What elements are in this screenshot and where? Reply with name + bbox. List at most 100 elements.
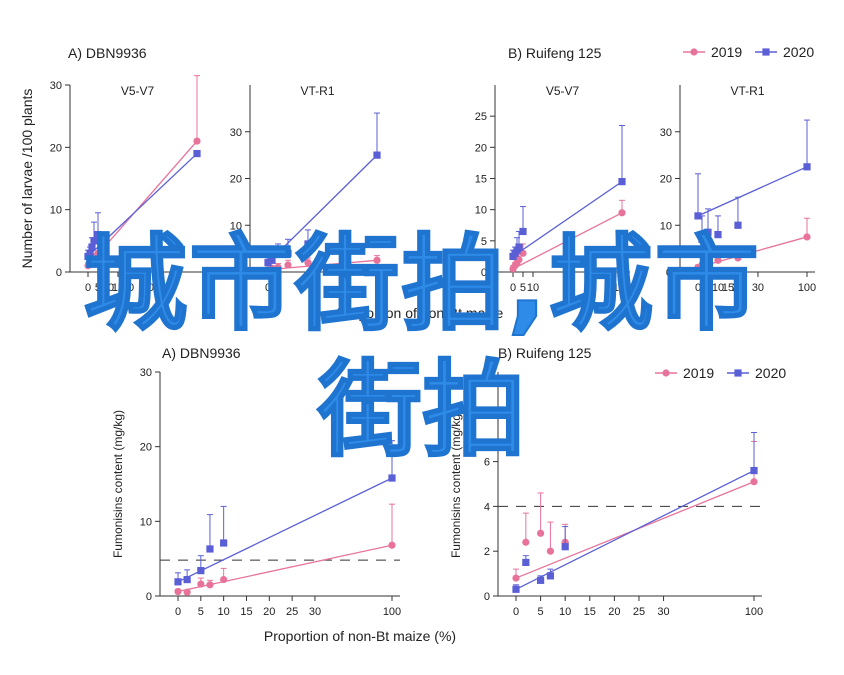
y-tick-label: 25 xyxy=(475,111,487,123)
panel-label: B) Ruifeng 125 xyxy=(508,45,602,61)
legend-label: 2019 xyxy=(683,365,714,381)
series-2020 xyxy=(509,125,626,261)
series-2019 xyxy=(84,75,201,270)
x-tick-label: 15 xyxy=(722,282,734,294)
panel-title: VT-R1 xyxy=(730,84,764,98)
x-tick-label: 25 xyxy=(633,606,645,618)
data-point xyxy=(373,151,381,159)
series-2019 xyxy=(512,440,758,582)
data-point xyxy=(522,538,530,546)
x-axis-label: Proportion of non-Bt maize (%) xyxy=(264,628,456,644)
x-tick-label: 5 xyxy=(538,606,544,618)
panel-label: A) DBN9936 xyxy=(68,45,147,61)
y-tick-label: 10 xyxy=(230,220,242,232)
x-axis-label: Proportion of non-Bt maize xyxy=(337,305,504,321)
x-tick-label: 10 xyxy=(712,282,724,294)
data-point xyxy=(734,254,742,262)
y-tick-label: 0 xyxy=(146,591,152,603)
x-tick-label: 10 xyxy=(218,606,230,618)
x-tick-label: 25 xyxy=(286,606,298,618)
trend-line xyxy=(515,469,755,590)
x-tick-label: 100 xyxy=(798,282,816,294)
chart-panel-6: B) Ruifeng 125 0 2 4 6 0 5 10 15 20 25 30 100 Fumonis… xyxy=(449,345,786,618)
data-point xyxy=(94,249,102,257)
panel-title: VT-R1 xyxy=(300,84,334,98)
data-point xyxy=(803,233,811,241)
y-tick-label: 0 xyxy=(481,267,487,279)
x-tick-label: 30 xyxy=(142,282,154,294)
legend-label: 2020 xyxy=(783,44,814,60)
x-tick-label: 100 xyxy=(613,282,631,294)
data-point xyxy=(803,163,811,171)
series-2019 xyxy=(694,217,811,271)
data-point xyxy=(734,221,742,229)
x-tick-label: 0 xyxy=(695,282,701,294)
x-tick-label: 15 xyxy=(240,606,252,618)
x-tick-label: 20 xyxy=(122,282,134,294)
legend-marker xyxy=(762,48,770,56)
legend-marker xyxy=(734,369,742,377)
data-point xyxy=(268,256,276,264)
data-point xyxy=(512,585,520,593)
data-point xyxy=(546,572,555,580)
data-point xyxy=(373,256,381,264)
y-tick-label: 0 xyxy=(236,267,242,279)
x-tick-label: 20 xyxy=(263,606,275,618)
data-point xyxy=(193,149,201,158)
data-point xyxy=(694,212,702,220)
x-tick-label: 100 xyxy=(383,606,401,618)
y-tick-label: 20 xyxy=(660,174,672,186)
data-point xyxy=(90,255,98,264)
y-tick-label: 20 xyxy=(140,442,152,454)
x-tick-label: 100 xyxy=(745,606,763,618)
y-tick-label: 15 xyxy=(475,174,487,186)
x-tick-label: 0 xyxy=(513,606,519,618)
trend-line xyxy=(177,544,393,593)
data-point xyxy=(388,474,396,482)
y-tick-label: 30 xyxy=(230,127,242,139)
series-2019 xyxy=(174,503,396,596)
data-point xyxy=(536,576,545,584)
data-point xyxy=(714,231,722,239)
x-tick-label: 0 xyxy=(175,606,181,618)
data-point xyxy=(284,261,292,269)
trend-line xyxy=(87,153,198,257)
y-tick-label: 20 xyxy=(50,142,62,154)
data-point xyxy=(512,574,520,582)
legend-label: 2019 xyxy=(711,44,742,60)
y-tick-label: 20 xyxy=(230,174,242,186)
data-point xyxy=(206,581,214,589)
series-2020 xyxy=(694,119,811,243)
data-point xyxy=(90,237,98,245)
series-2020 xyxy=(84,149,201,261)
data-point xyxy=(183,588,191,596)
y-tick-label: 20 xyxy=(475,142,487,154)
y-tick-label: 2 xyxy=(484,546,490,558)
trend-line xyxy=(177,477,393,583)
data-point xyxy=(174,578,182,586)
data-point xyxy=(750,466,758,475)
panel-title: V5-V7 xyxy=(121,84,155,98)
data-point xyxy=(197,580,205,588)
legend-marker xyxy=(662,369,670,377)
y-axis-label: Fumonisins content (mg/kg) xyxy=(449,410,463,558)
legend-label: 2020 xyxy=(755,365,786,381)
y-tick-label: 10 xyxy=(475,205,487,217)
data-point xyxy=(220,539,228,547)
trend-line xyxy=(87,140,198,267)
data-point xyxy=(174,587,182,596)
series-2020 xyxy=(512,431,758,593)
x-tick-label: 0 xyxy=(510,282,516,294)
data-point xyxy=(618,178,626,186)
x-tick-label: 30 xyxy=(309,606,321,618)
data-point xyxy=(388,541,396,549)
data-point xyxy=(220,575,228,584)
data-point xyxy=(274,249,282,257)
x-tick-label: 30 xyxy=(752,282,764,294)
legend-marker xyxy=(690,48,698,56)
panel-label: B) Ruifeng 125 xyxy=(498,345,592,361)
data-point xyxy=(698,235,706,243)
y-tick-label: 30 xyxy=(140,367,152,379)
